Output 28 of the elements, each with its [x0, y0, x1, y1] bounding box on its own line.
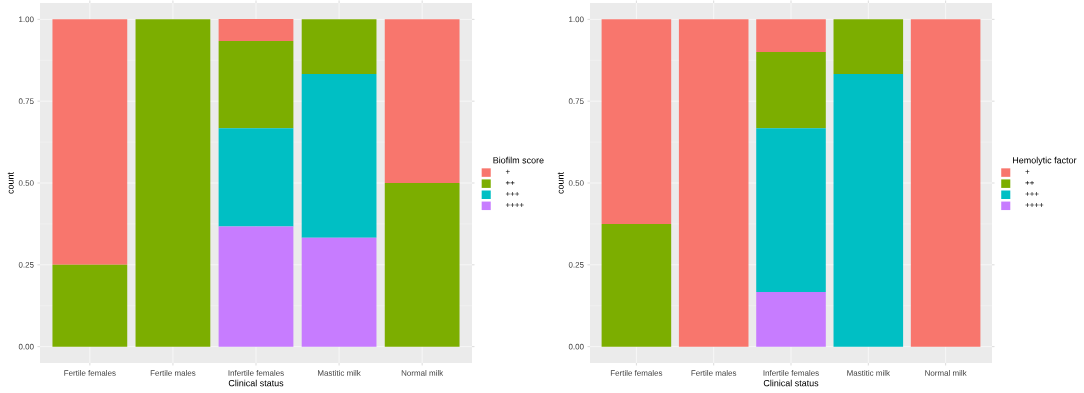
bar: [218, 40, 294, 129]
legend-title: Biofilm score: [493, 156, 544, 164]
bar: [601, 19, 672, 224]
legend-title: Hemolytic factor: [1013, 156, 1077, 166]
y-axis-title: count: [7, 172, 14, 194]
x-axis-title: Clinical status: [228, 379, 284, 387]
bar: [301, 237, 377, 347]
bar: [384, 183, 460, 347]
bar: [678, 19, 749, 347]
y-axis-title: count: [557, 172, 564, 194]
bar: [756, 128, 826, 292]
bar: [218, 19, 294, 41]
x-axis-title: Clinical status: [763, 379, 819, 387]
bar: [910, 19, 981, 347]
bar: [756, 291, 826, 347]
bar: [384, 19, 460, 183]
bar: [52, 19, 128, 265]
bar: [135, 19, 211, 347]
bar: [833, 74, 904, 347]
bar: [756, 52, 826, 129]
bar: [833, 19, 904, 75]
bar: [52, 264, 128, 347]
bar: [601, 223, 672, 347]
bar: [218, 226, 294, 347]
bar: [301, 74, 377, 238]
bar: [218, 128, 294, 227]
bar: [301, 19, 377, 75]
bar: [756, 19, 826, 53]
